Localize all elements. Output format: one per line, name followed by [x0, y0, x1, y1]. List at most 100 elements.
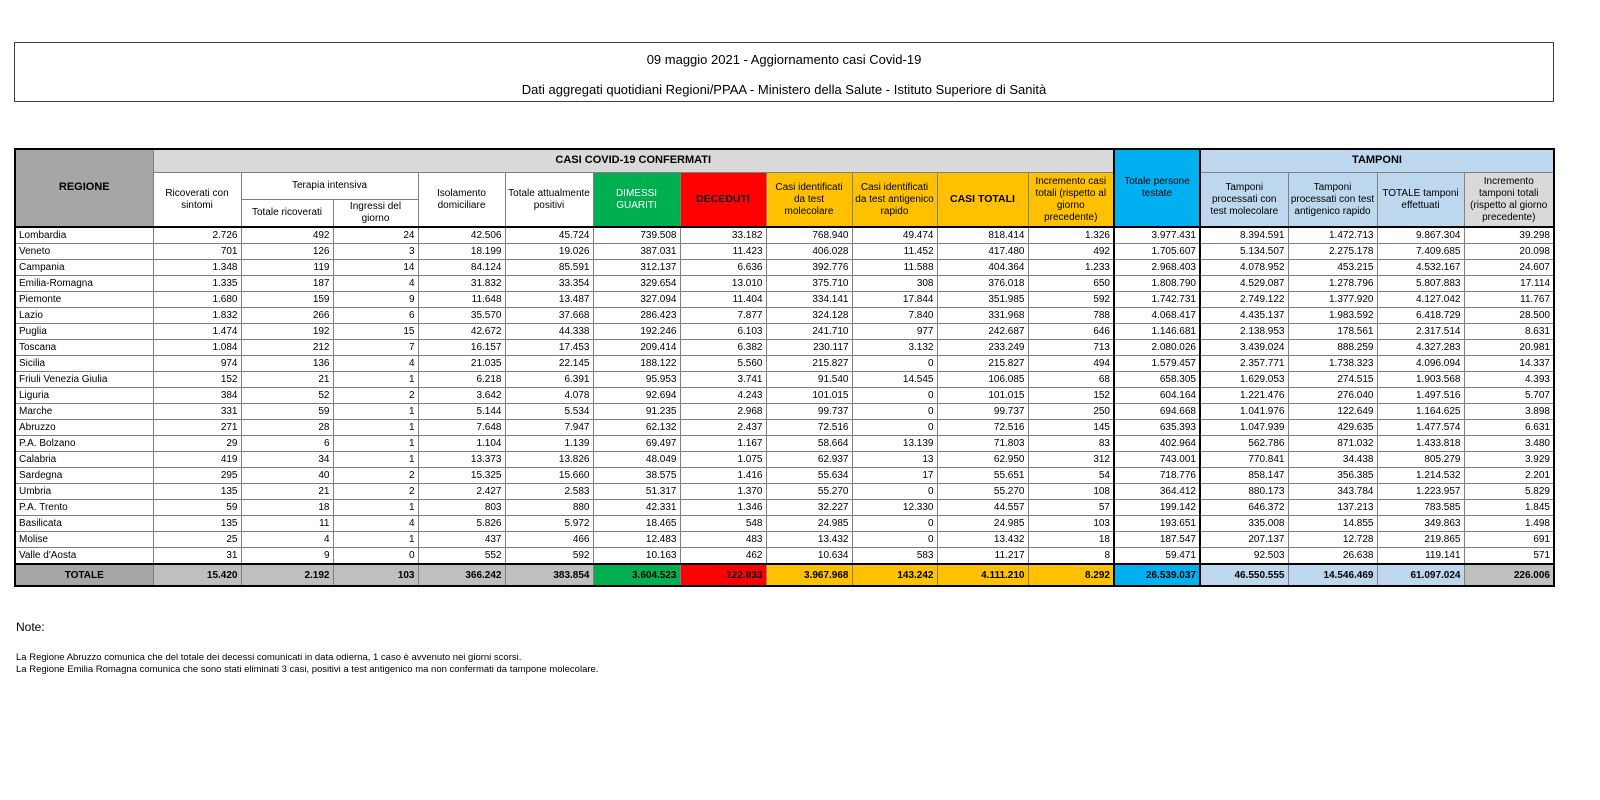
value-cell: 135	[152, 515, 242, 532]
value-cell: 5.807.883	[1376, 275, 1465, 292]
value-cell: 419	[152, 451, 242, 468]
value-cell: 1.146.681	[1113, 323, 1201, 340]
value-cell: 152	[1027, 387, 1115, 404]
value-cell: 145	[1027, 419, 1115, 436]
value-cell: 34	[240, 451, 334, 468]
value-cell: 1.214.532	[1376, 467, 1465, 484]
value-cell: 11.217	[936, 547, 1029, 565]
value-cell: 492	[240, 226, 334, 244]
value-cell: 17.453	[504, 339, 594, 356]
header-casi-totali: CASI TOTALI	[936, 172, 1029, 228]
value-cell: 13.010	[679, 275, 767, 292]
value-cell: 977	[851, 323, 938, 340]
value-cell: 2.201	[1463, 467, 1555, 484]
value-cell: 1	[332, 419, 419, 436]
value-cell: 1.223.957	[1376, 483, 1465, 500]
value-cell: 4.078	[504, 387, 594, 404]
header-deceduti: DECEDUTI	[679, 172, 767, 228]
header-attualmente-positivi: Totale attualmente positivi	[504, 172, 594, 228]
value-cell: 3	[332, 243, 419, 260]
value-cell: 18.199	[417, 243, 506, 260]
value-cell: 2.357.771	[1199, 355, 1289, 372]
region-name-cell: Abruzzo	[14, 419, 154, 436]
value-cell: 1.075	[679, 451, 767, 468]
value-cell: 5.707	[1463, 387, 1555, 404]
value-cell: 312.137	[592, 259, 681, 276]
value-cell: 15	[332, 323, 419, 340]
value-cell: 226.006	[1463, 563, 1555, 587]
value-cell: 8.631	[1463, 323, 1555, 340]
table-row: Valle d'Aosta 31 9 0 552 592 10.163 462 10.634 58…	[14, 547, 1555, 565]
value-cell: 1.808.790	[1113, 275, 1201, 292]
value-cell: 2	[332, 483, 419, 500]
value-cell: 207.137	[1199, 531, 1289, 548]
note-line-emilia: La Regione Emilia Romagna comunica che s…	[16, 664, 599, 675]
value-cell: 18.465	[592, 515, 681, 532]
table-row: Piemonte 1.680 159 9 11.648 13.487 327.094 11.4…	[14, 291, 1555, 308]
value-cell: 8.394.591	[1199, 226, 1289, 244]
value-cell: 209.414	[592, 339, 681, 356]
value-cell: 295	[152, 467, 242, 484]
value-cell: 2.583	[504, 483, 594, 500]
value-cell: 1.433.818	[1376, 435, 1465, 452]
value-cell: 1.164.625	[1376, 403, 1465, 420]
value-cell: 4.529.087	[1199, 275, 1289, 292]
header-casi-molecolare: Casi identificati da test molecolare	[765, 172, 853, 228]
title-date-line: 09 maggio 2021 - Aggiornamento casi Covi…	[646, 52, 922, 67]
value-cell: 271	[152, 419, 242, 436]
value-cell: 3.604.523	[592, 563, 681, 587]
value-cell: 6.636	[679, 259, 767, 276]
value-cell: 42.506	[417, 226, 506, 244]
value-cell: 8.292	[1027, 563, 1115, 587]
total-row: TOTALE 15.420 2.192 103 366.242 383.854 3.604.…	[14, 563, 1555, 587]
value-cell: 35.570	[417, 307, 506, 324]
value-cell: 20.098	[1463, 243, 1555, 260]
value-cell: 406.028	[765, 243, 853, 260]
value-cell: 713	[1027, 339, 1115, 356]
value-cell: 0	[851, 515, 938, 532]
value-cell: 3.439.024	[1199, 339, 1289, 356]
region-name-cell: Valle d'Aosta	[14, 547, 154, 565]
value-cell: 9.867.304	[1376, 226, 1465, 244]
value-cell: 3.480	[1463, 435, 1555, 452]
value-cell: 0	[332, 547, 419, 565]
value-cell: 880.173	[1199, 483, 1289, 500]
value-cell: 402.964	[1113, 435, 1201, 452]
value-cell: 1.167	[679, 435, 767, 452]
value-cell: 215.827	[765, 355, 853, 372]
table-row: P.A. Trento 59 18 1 803 880 42.331 1.346 32.227 1…	[14, 499, 1555, 516]
value-cell: 62.132	[592, 419, 681, 436]
value-cell: 5.829	[1463, 483, 1555, 500]
table-row: Molise 25 4 1 437 466 12.483 483 13.432 0 13.432 18…	[14, 531, 1555, 548]
value-cell: 462	[679, 547, 767, 565]
value-cell: 1.346	[679, 499, 767, 516]
value-cell: 92.503	[1199, 547, 1289, 565]
value-cell: 20.981	[1463, 339, 1555, 356]
value-cell: 1.278.796	[1287, 275, 1378, 292]
value-cell: 31.832	[417, 275, 506, 292]
value-cell: 21.035	[417, 355, 506, 372]
value-cell: 376.018	[936, 275, 1029, 292]
value-cell: 494	[1027, 355, 1115, 372]
value-cell: 21	[240, 483, 334, 500]
value-cell: 99.737	[936, 403, 1029, 420]
value-cell: 2.275.178	[1287, 243, 1378, 260]
value-cell: 4.096.094	[1376, 355, 1465, 372]
value-cell: 24.985	[765, 515, 853, 532]
value-cell: 61.097.024	[1376, 563, 1465, 587]
value-cell: 188.122	[592, 355, 681, 372]
value-cell: 19.026	[504, 243, 594, 260]
table-row: Lombardia 2.726 492 24 42.506 45.724 739.508 33…	[14, 226, 1555, 244]
value-cell: 1.335	[152, 275, 242, 292]
value-cell: 62.950	[936, 451, 1029, 468]
region-name-cell: Piemonte	[14, 291, 154, 308]
header-ingressi-giorno: Ingressi del giorno	[332, 199, 419, 228]
value-cell: 24	[332, 226, 419, 244]
value-cell: 466	[504, 531, 594, 548]
value-cell: 562.786	[1199, 435, 1289, 452]
value-cell: 1.903.568	[1376, 371, 1465, 388]
value-cell: 48.049	[592, 451, 681, 468]
value-cell: 356.385	[1287, 467, 1378, 484]
value-cell: 55.651	[936, 467, 1029, 484]
value-cell: 871.032	[1287, 435, 1378, 452]
